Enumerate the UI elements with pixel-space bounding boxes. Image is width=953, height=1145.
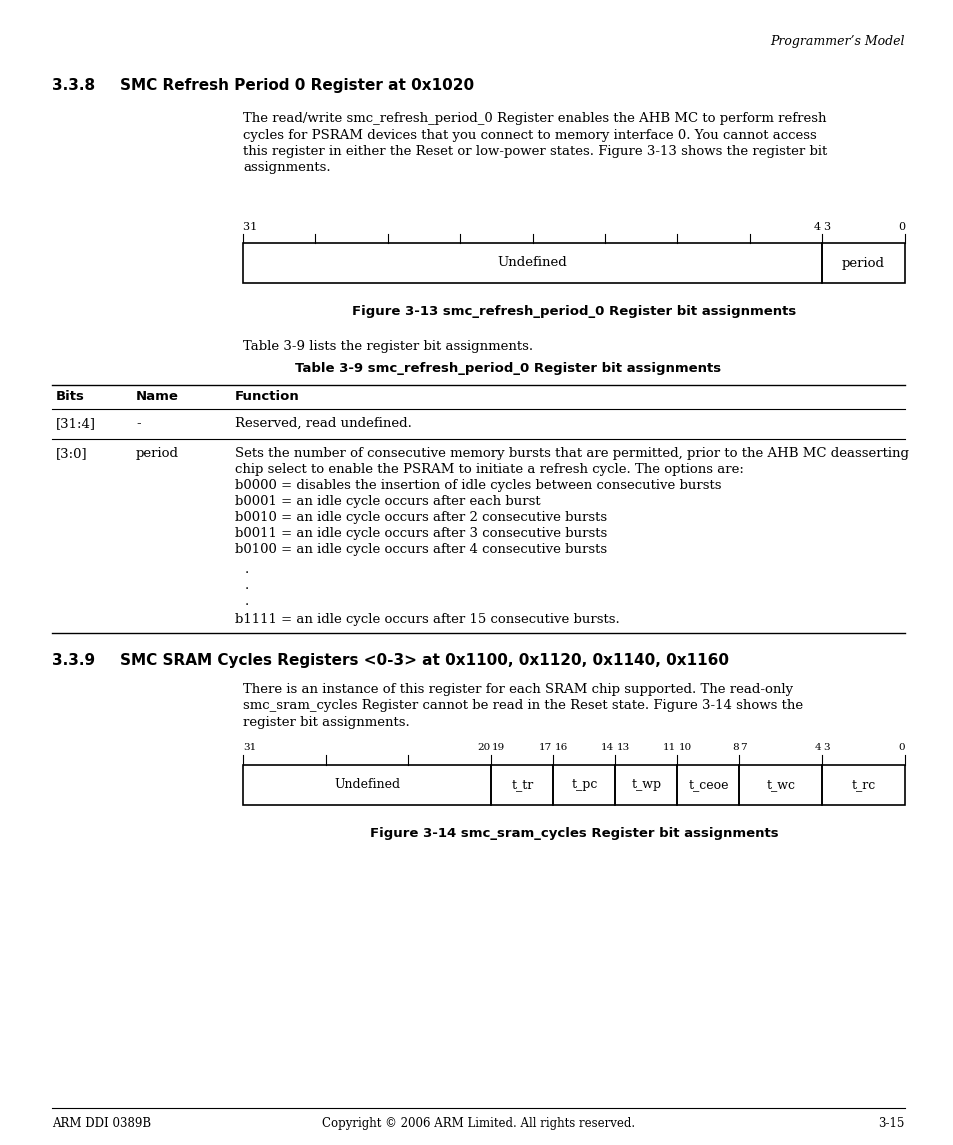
Text: b0010 = an idle cycle occurs after 2 consecutive bursts: b0010 = an idle cycle occurs after 2 con… (234, 511, 606, 524)
Text: b0100 = an idle cycle occurs after 4 consecutive bursts: b0100 = an idle cycle occurs after 4 con… (234, 543, 606, 556)
Bar (821, 243, 904, 283)
Text: t_wc: t_wc (765, 777, 795, 791)
Text: 19: 19 (492, 743, 505, 752)
Text: 3.3.8: 3.3.8 (52, 78, 95, 93)
Bar (739, 765, 821, 805)
Text: t_ceoe: t_ceoe (687, 777, 728, 791)
Text: 17: 17 (538, 743, 552, 752)
Text: Bits: Bits (56, 390, 85, 403)
Text: b1111 = an idle cycle occurs after 15 consecutive bursts.: b1111 = an idle cycle occurs after 15 co… (234, 613, 619, 626)
Text: ARM DDI 0389B: ARM DDI 0389B (52, 1118, 151, 1130)
Text: 11: 11 (662, 743, 676, 752)
Text: There is an instance of this register for each SRAM chip supported. The read-onl: There is an instance of this register fo… (243, 684, 792, 696)
Text: Undefined: Undefined (334, 777, 399, 791)
Text: 3: 3 (822, 743, 829, 752)
Text: 3.3.9: 3.3.9 (52, 653, 95, 668)
Text: 16: 16 (554, 743, 567, 752)
Text: Sets the number of consecutive memory bursts that are permitted, prior to the AH: Sets the number of consecutive memory bu… (234, 447, 908, 460)
Text: Figure 3-14 smc_sram_cycles Register bit assignments: Figure 3-14 smc_sram_cycles Register bit… (370, 827, 778, 839)
Text: -: - (136, 417, 140, 431)
Text: b0011 = an idle cycle occurs after 3 consecutive bursts: b0011 = an idle cycle occurs after 3 con… (234, 527, 607, 540)
Text: [3:0]: [3:0] (56, 447, 88, 460)
Text: 10: 10 (678, 743, 691, 752)
Text: .: . (245, 579, 249, 592)
Text: The read/write smc_refresh_period_0 Register enables the AHB MC to perform refre: The read/write smc_refresh_period_0 Regi… (243, 112, 825, 125)
Text: t_tr: t_tr (511, 777, 533, 791)
Text: 3: 3 (822, 222, 829, 232)
Text: b0000 = disables the insertion of idle cycles between consecutive bursts: b0000 = disables the insertion of idle c… (234, 479, 720, 492)
Text: Figure 3-13 smc_refresh_period_0 Register bit assignments: Figure 3-13 smc_refresh_period_0 Registe… (352, 305, 796, 318)
Text: period: period (136, 447, 179, 460)
Text: Reserved, read undefined.: Reserved, read undefined. (234, 417, 412, 431)
Text: 20: 20 (476, 743, 490, 752)
Text: ​31: ​31 (243, 222, 257, 232)
Bar (677, 765, 739, 805)
Bar (491, 765, 553, 805)
Text: t_pc: t_pc (571, 777, 597, 791)
Bar (553, 765, 615, 805)
Text: .: . (245, 563, 249, 576)
Text: 31: 31 (243, 743, 256, 752)
Text: cycles for PSRAM devices that you connect to memory interface 0. You cannot acce: cycles for PSRAM devices that you connec… (243, 128, 816, 142)
Text: register bit assignments.: register bit assignments. (243, 716, 410, 729)
Text: SMC SRAM Cycles Registers <0-3> at 0x1100, 0x1120, 0x1140, 0x1160: SMC SRAM Cycles Registers <0-3> at 0x110… (120, 653, 728, 668)
Text: Undefined: Undefined (497, 256, 567, 269)
Text: period: period (841, 256, 884, 269)
Bar (243, 765, 491, 805)
Text: chip select to enable the PSRAM to initiate a refresh cycle. The options are:: chip select to enable the PSRAM to initi… (234, 463, 743, 476)
Text: Programmer’s Model: Programmer’s Model (770, 35, 904, 48)
Text: 0: 0 (898, 743, 904, 752)
Text: smc_sram_cycles Register cannot be read in the Reset state. Figure 3-14 shows th: smc_sram_cycles Register cannot be read … (243, 700, 802, 712)
Text: Function: Function (234, 390, 299, 403)
Bar (821, 765, 904, 805)
Bar (615, 765, 677, 805)
Text: 0: 0 (897, 222, 904, 232)
Bar (243, 243, 821, 283)
Text: Table 3-9 smc_refresh_period_0 Register bit assignments: Table 3-9 smc_refresh_period_0 Register … (295, 362, 720, 376)
Text: b0001 = an idle cycle occurs after each burst: b0001 = an idle cycle occurs after each … (234, 495, 540, 508)
Text: t_wp: t_wp (631, 777, 660, 791)
Text: 8: 8 (731, 743, 738, 752)
Text: 3-15: 3-15 (878, 1118, 904, 1130)
Text: 13: 13 (616, 743, 629, 752)
Text: SMC Refresh Period 0 Register at 0x1020: SMC Refresh Period 0 Register at 0x1020 (120, 78, 474, 93)
Text: assignments.: assignments. (243, 161, 331, 174)
Text: 4: 4 (813, 222, 821, 232)
Text: this register in either the Reset or low-power states. Figure 3-13 shows the reg: this register in either the Reset or low… (243, 145, 826, 158)
Text: Name: Name (136, 390, 178, 403)
Text: 4: 4 (814, 743, 821, 752)
Text: Table 3-9 lists the register bit assignments.: Table 3-9 lists the register bit assignm… (243, 340, 533, 353)
Text: 14: 14 (600, 743, 614, 752)
Text: .: . (245, 595, 249, 608)
Text: [31:4]: [31:4] (56, 417, 96, 431)
Text: t_rc: t_rc (851, 777, 875, 791)
Text: 7: 7 (740, 743, 746, 752)
Text: Copyright © 2006 ARM Limited. All rights reserved.: Copyright © 2006 ARM Limited. All rights… (321, 1118, 635, 1130)
